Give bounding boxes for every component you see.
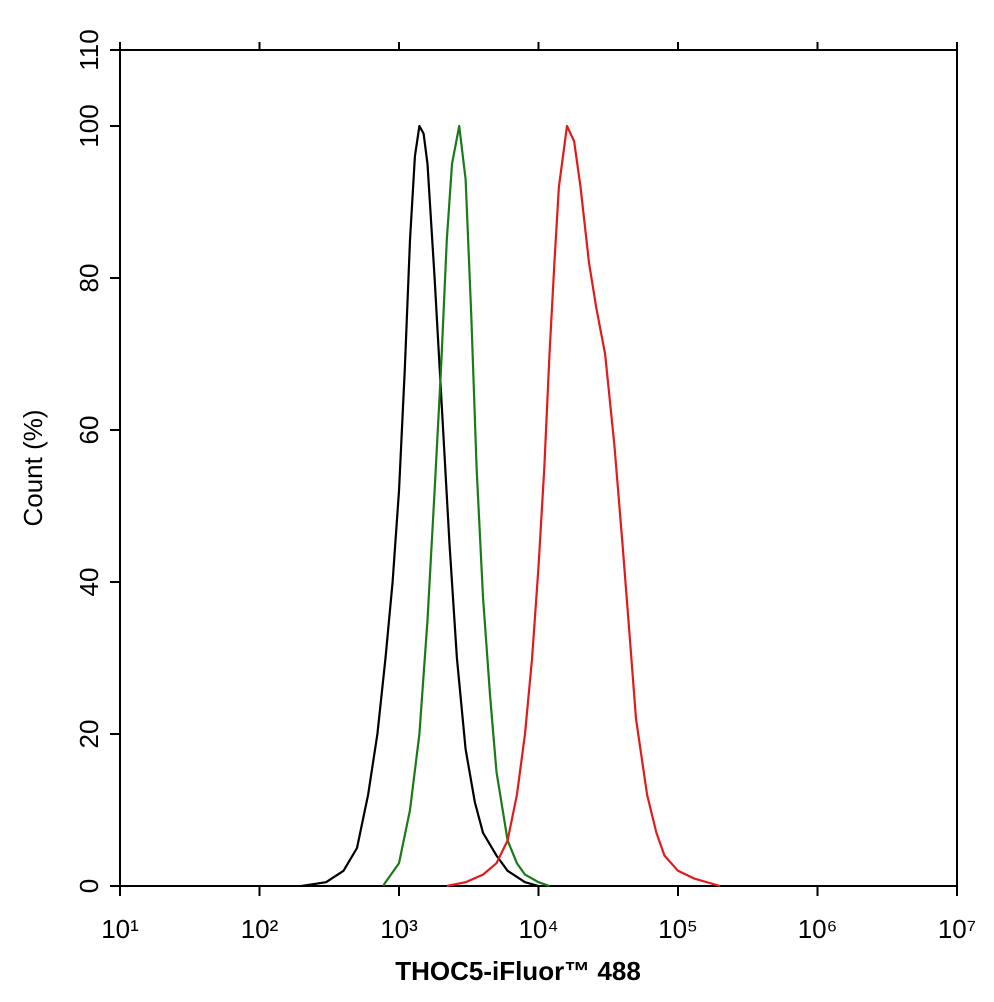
y-tick-label: 60 <box>74 416 104 445</box>
series-line <box>301 124 539 888</box>
y-axis-label: Count (%) <box>18 409 48 526</box>
series-line <box>446 124 721 888</box>
x-tick-label: 10⁶ <box>798 914 838 944</box>
y-tick-label: 0 <box>74 879 104 893</box>
series-line <box>382 124 550 888</box>
x-tick-label: 10⁴ <box>518 914 558 944</box>
y-tick-label: 80 <box>74 264 104 293</box>
x-tick-label: 10¹ <box>101 914 139 944</box>
x-tick-label: 10⁷ <box>938 914 976 944</box>
x-tick-label: 10² <box>241 914 279 944</box>
y-tick-label: 110 <box>74 29 104 70</box>
y-tick-label: 40 <box>74 568 104 597</box>
plot-frame <box>119 49 958 887</box>
x-tick-label: 10⁵ <box>658 914 698 944</box>
x-tick-label: 10³ <box>380 914 418 944</box>
y-tick-label: 20 <box>74 720 104 749</box>
y-tick-label: 100 <box>74 104 104 147</box>
x-axis-label: THOC5-iFluor™ 488 <box>395 956 641 986</box>
